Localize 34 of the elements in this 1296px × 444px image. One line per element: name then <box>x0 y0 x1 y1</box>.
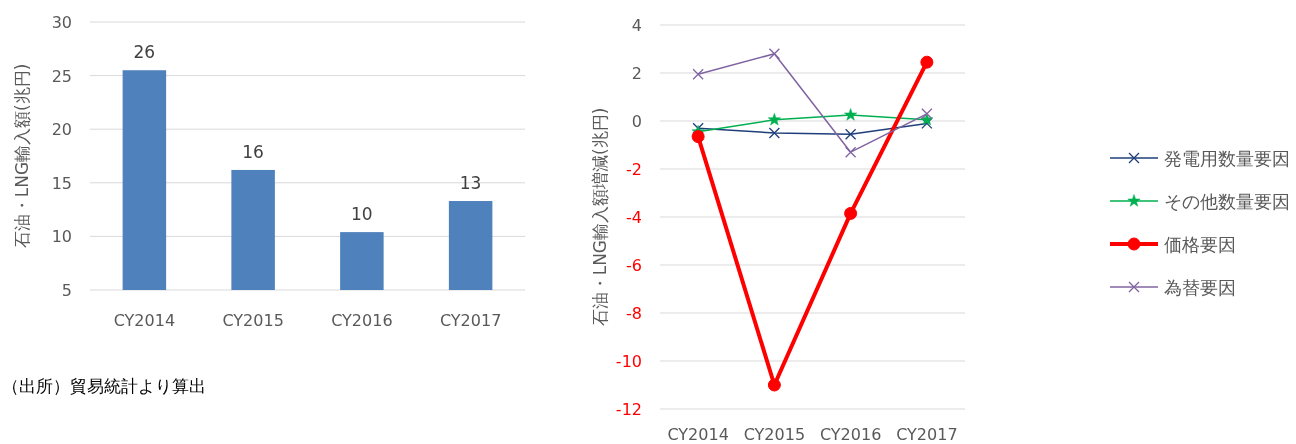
data-label: 16 <box>242 141 264 162</box>
y-tick-label: 25 <box>51 66 72 86</box>
y-tick-label: 15 <box>51 173 72 193</box>
x-tick-label: CY2015 <box>743 425 806 444</box>
x-tick-label: CY2016 <box>331 311 393 330</box>
x-tick-label: CY2017 <box>439 311 502 330</box>
y-tick-label: -8 <box>626 304 642 323</box>
x-tick-label: CY2015 <box>222 311 284 330</box>
data-label: 10 <box>351 204 373 225</box>
y-tick-label: 0 <box>631 112 642 131</box>
data-label: 26 <box>133 42 156 63</box>
y-tick-label: -6 <box>626 256 642 275</box>
y-tick-label: 2 <box>631 64 642 83</box>
y-tick-label: -4 <box>626 208 642 227</box>
legend-label: 価格要因 <box>1164 234 1236 255</box>
text: （出所）貿易統計より算出 <box>2 376 206 396</box>
y-tick-label: -10 <box>615 352 642 371</box>
legend-label: その他数量要因 <box>1164 191 1290 212</box>
x-tick-label: CY2014 <box>667 425 729 444</box>
data-label: 13 <box>459 173 482 194</box>
y-tick-label: -2 <box>626 160 642 179</box>
x-tick-label: CY2016 <box>819 425 882 444</box>
x-tick-label: CY2017 <box>896 425 958 444</box>
legend-label: 発電用数量要因 <box>1164 148 1290 169</box>
y-axis-title: 石油・LNG輸入額増減(兆円) <box>590 107 610 327</box>
y-tick-label: 5 <box>61 281 72 300</box>
y-tick-label: 10 <box>51 227 72 247</box>
legend-label: 為替要因 <box>1164 277 1236 298</box>
y-tick-label: -12 <box>615 400 642 419</box>
y-axis-title: 石油・LNG輸入額(兆円) <box>12 63 32 249</box>
y-tick-label: 4 <box>631 16 642 35</box>
y-tick-label: 20 <box>51 120 72 140</box>
x-tick-label: CY2014 <box>113 311 176 330</box>
y-tick-label: 30 <box>51 13 72 32</box>
